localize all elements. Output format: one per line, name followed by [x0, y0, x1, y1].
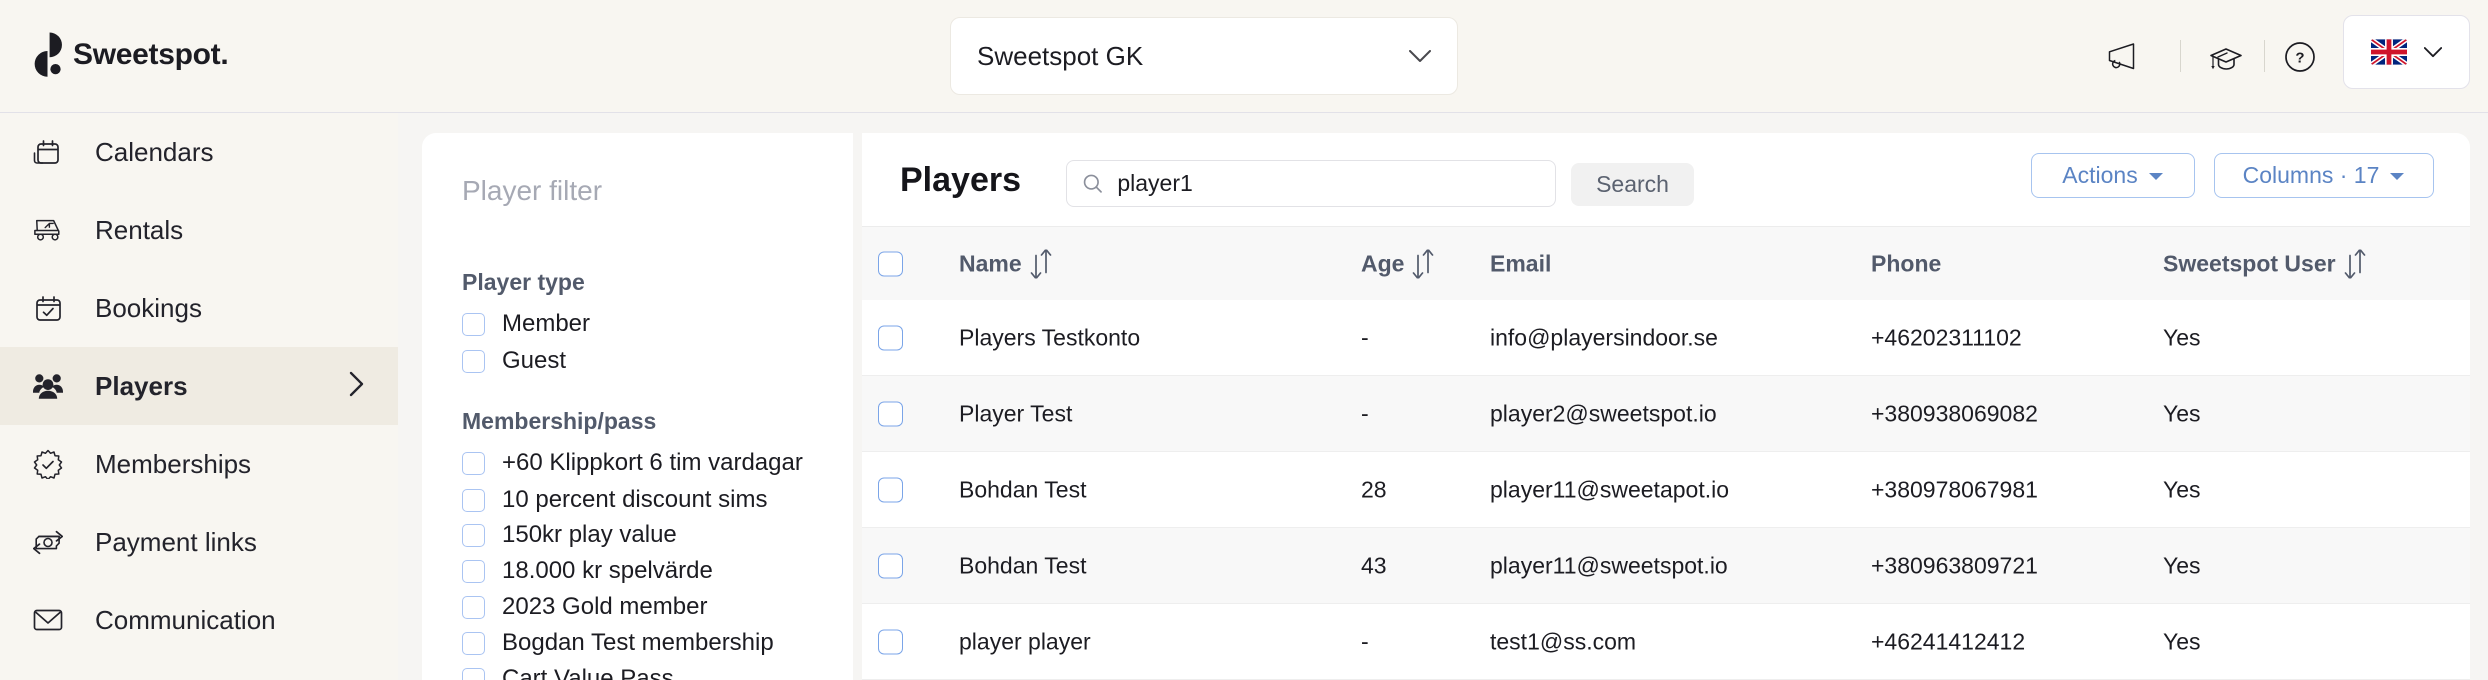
- svg-text:?: ?: [2295, 49, 2304, 66]
